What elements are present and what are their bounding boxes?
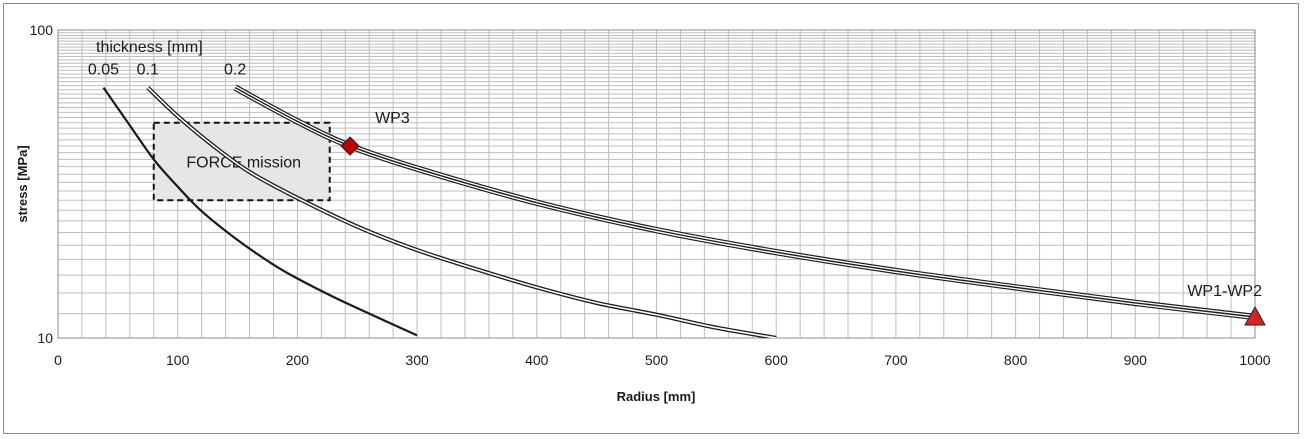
x-tick-label: 100 — [166, 352, 190, 368]
chart-frame — [3, 3, 1299, 434]
marker-label-wp3: WP3 — [375, 110, 410, 127]
legend-title: thickness [mm] — [96, 39, 203, 56]
x-tick-label: 900 — [1124, 352, 1148, 368]
x-tick-label: 0 — [54, 352, 62, 368]
x-tick-label: 500 — [645, 352, 669, 368]
force-mission-box — [152, 121, 331, 202]
y-axis-title: stress [MPa] — [15, 145, 30, 222]
series-line-inner — [147, 87, 777, 338]
y-tick-labels: 10 100 — [30, 22, 54, 346]
series-label-0.2: 0.2 — [224, 62, 246, 79]
y-tick-label: 10 — [37, 330, 53, 346]
marker-label-wp1-wp2: WP1-WP2 — [1187, 283, 1262, 300]
x-tick-label: 1000 — [1239, 352, 1270, 368]
x-tick-label: 700 — [884, 352, 908, 368]
series-0.1 — [146, 86, 777, 338]
series-line — [102, 86, 418, 337]
x-axis-title: Radius [mm] — [617, 389, 696, 404]
force-mission-region: FORCE mission — [152, 121, 331, 202]
grid-lines — [58, 30, 1255, 338]
series-label-0.05: 0.05 — [88, 62, 119, 79]
series-label-0.1: 0.1 — [137, 62, 159, 79]
x-tick-label: 200 — [286, 352, 310, 368]
series-0.05 — [102, 86, 418, 337]
plot-area-border — [57, 29, 1256, 339]
x-tick-labels: 0 100 200 300 400 500 600 700 800 900 1000 — [54, 352, 1271, 368]
x-tick-label: 300 — [405, 352, 429, 368]
marker-wp3 — [340, 136, 360, 156]
x-tick-label: 400 — [525, 352, 549, 368]
annotations: 0.05 0.1 0.2 WP3 WP1-WP2 — [88, 62, 1262, 300]
y-tick-label: 100 — [30, 22, 54, 38]
marker-wp1-wp2 — [1244, 305, 1266, 326]
x-tick-label: 600 — [765, 352, 789, 368]
x-tick-label: 800 — [1004, 352, 1028, 368]
force-mission-label: FORCE mission — [186, 154, 301, 171]
data-markers — [340, 136, 1266, 326]
